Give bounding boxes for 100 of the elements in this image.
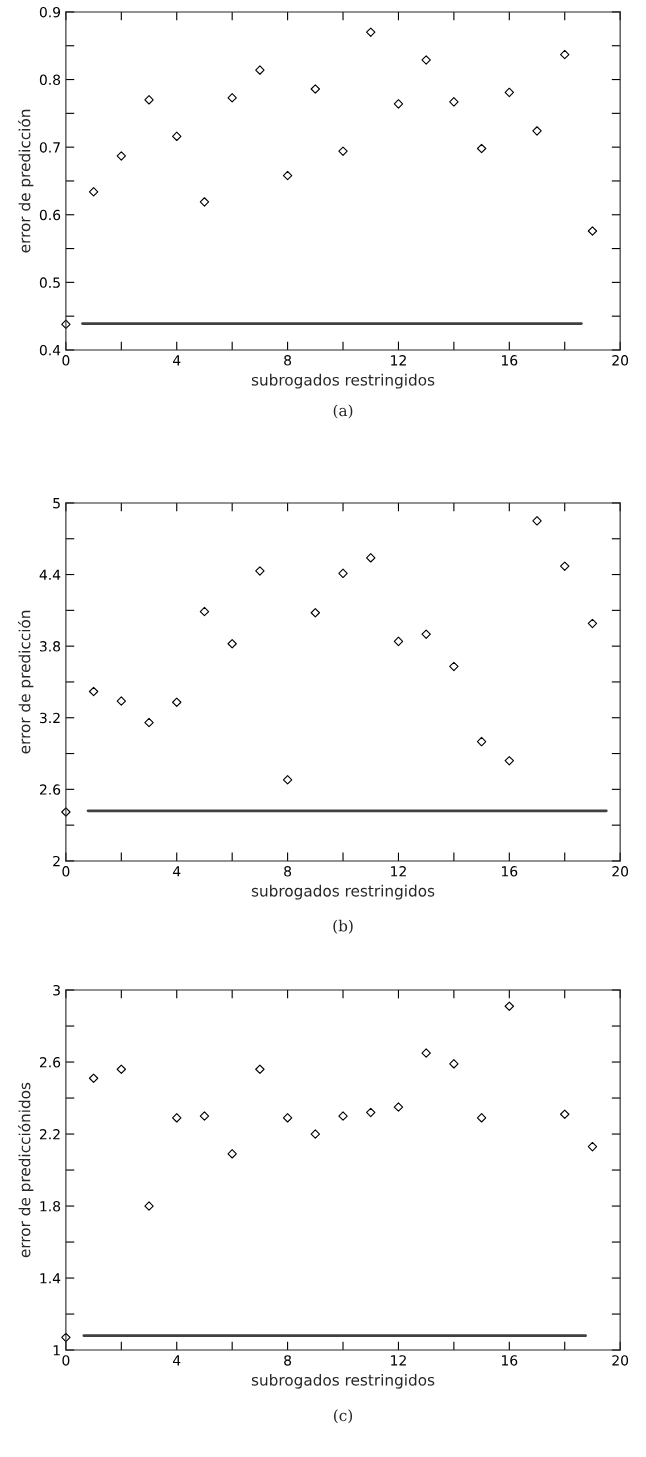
point xyxy=(255,566,265,576)
point xyxy=(532,126,542,136)
x-tick-label: 4 xyxy=(173,1355,181,1366)
text: (c) xyxy=(334,1409,353,1424)
point xyxy=(116,1064,127,1074)
text: (b) xyxy=(333,919,353,934)
point xyxy=(338,1111,348,1121)
point xyxy=(227,639,237,649)
x-tick-label: 16 xyxy=(502,355,518,366)
point xyxy=(587,618,598,629)
y-tick-label: 0.4 xyxy=(39,344,61,356)
point xyxy=(199,606,210,617)
x-tick-label: 8 xyxy=(284,355,292,366)
y-tick-label: 0.5 xyxy=(39,277,60,288)
y-axis-title: error de predicciónidos xyxy=(17,1082,34,1258)
y-tick-label: 2 xyxy=(53,855,60,867)
point xyxy=(88,686,99,697)
y-tick-label: 1.8 xyxy=(40,1201,61,1212)
y-tick-label: 0.9 xyxy=(39,6,61,18)
text: (a) xyxy=(333,404,353,419)
point xyxy=(116,696,127,706)
x-tick-label: 12 xyxy=(391,866,406,877)
y-tick-label: 3 xyxy=(53,985,60,996)
y-tick-label: 2.6 xyxy=(39,784,61,795)
point xyxy=(532,516,542,526)
y-axis-title: error de predicción xyxy=(17,109,34,253)
point xyxy=(199,1111,210,1121)
point xyxy=(116,151,127,161)
x-axis-title: subrogados restringidos xyxy=(251,884,435,900)
x-tick-label: 12 xyxy=(391,1355,406,1366)
y-tick-label: 5 xyxy=(53,498,60,509)
y-tick-label: 4.4 xyxy=(39,569,61,580)
x-tick-label: 0 xyxy=(62,866,70,877)
point xyxy=(310,608,321,618)
x-tick-label: 0 xyxy=(62,1355,70,1366)
point xyxy=(282,170,293,181)
y-tick-label: 3.8 xyxy=(40,641,61,652)
point xyxy=(421,1048,431,1058)
y-tick-label: 1 xyxy=(53,1345,60,1356)
x-tick-label: 20 xyxy=(612,1355,629,1366)
point xyxy=(476,1113,487,1123)
x-tick-label: 16 xyxy=(502,1355,518,1366)
y-tick-label: 2.6 xyxy=(39,1057,61,1068)
point xyxy=(504,1001,515,1011)
point xyxy=(421,629,431,639)
point xyxy=(144,717,154,728)
x-tick-label: 20 xyxy=(612,866,629,877)
x-tick-label: 0 xyxy=(62,355,70,366)
point xyxy=(366,553,376,563)
point xyxy=(282,775,293,785)
point xyxy=(366,1107,376,1118)
point xyxy=(560,49,570,60)
point xyxy=(587,1141,598,1152)
point xyxy=(227,1149,237,1159)
y-axis-title: error de predicción xyxy=(17,610,34,754)
point xyxy=(587,226,598,236)
y-tick-label: 2.2 xyxy=(39,1129,60,1140)
point xyxy=(255,65,265,75)
point xyxy=(338,568,348,579)
point xyxy=(449,1059,459,1069)
y-tick-label: 0.8 xyxy=(39,74,61,86)
x-tick-label: 16 xyxy=(502,866,518,877)
point xyxy=(560,1109,570,1119)
point xyxy=(393,1102,404,1112)
y-tick-label: 0.7 xyxy=(39,142,60,153)
point xyxy=(504,755,515,766)
point xyxy=(310,1129,321,1139)
point xyxy=(144,1201,154,1211)
point xyxy=(227,93,237,103)
point xyxy=(199,197,210,207)
point xyxy=(421,55,431,65)
point xyxy=(172,131,182,142)
point xyxy=(476,143,487,154)
point xyxy=(172,697,182,707)
point xyxy=(504,87,515,98)
x-axis-title: subrogados restringidos xyxy=(251,373,435,389)
point xyxy=(88,187,99,197)
point xyxy=(476,736,487,747)
point xyxy=(366,27,376,37)
point xyxy=(310,84,321,94)
y-tick-label: 3.2 xyxy=(40,712,60,724)
point xyxy=(449,661,459,672)
y-tick-label: 1.4 xyxy=(40,1273,61,1284)
x-tick-label: 4 xyxy=(173,866,181,877)
x-axis-title: subrogados restringidos xyxy=(251,1373,435,1389)
x-tick-label: 8 xyxy=(284,1355,292,1366)
point xyxy=(338,146,348,156)
y-tick-label: 0.6 xyxy=(39,209,61,221)
point xyxy=(255,1064,265,1074)
point xyxy=(449,97,459,107)
x-tick-label: 8 xyxy=(284,866,292,877)
point xyxy=(172,1113,182,1123)
x-tick-label: 20 xyxy=(612,355,629,366)
point xyxy=(393,99,404,109)
point xyxy=(144,95,154,105)
point xyxy=(88,1073,99,1083)
x-tick-label: 4 xyxy=(173,355,181,366)
point xyxy=(282,1113,293,1123)
point xyxy=(393,636,404,647)
x-tick-label: 12 xyxy=(391,355,406,366)
